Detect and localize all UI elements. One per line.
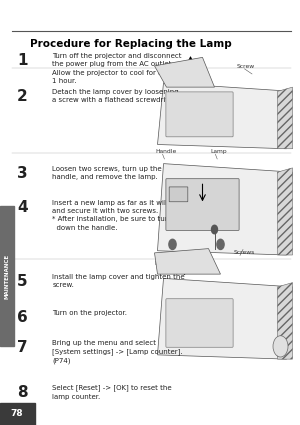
Text: 2: 2 (17, 89, 28, 104)
Text: Lamp: Lamp (210, 149, 226, 154)
Circle shape (169, 239, 176, 249)
Text: Turn on the projector.: Turn on the projector. (52, 310, 128, 316)
Text: Loosen two screws, turn up the
handle, and remove the lamp.: Loosen two screws, turn up the handle, a… (52, 166, 162, 180)
FancyBboxPatch shape (166, 92, 233, 137)
Text: 5: 5 (17, 274, 28, 289)
Polygon shape (278, 87, 292, 149)
Text: Handle: Handle (155, 149, 177, 154)
Text: Screw: Screw (237, 64, 255, 69)
Polygon shape (158, 164, 292, 255)
Text: 78: 78 (11, 409, 23, 419)
Text: 7: 7 (17, 340, 28, 355)
Text: 3: 3 (17, 166, 28, 181)
Text: Install the lamp cover and tighten the
screw.: Install the lamp cover and tighten the s… (52, 274, 185, 289)
Text: Lamp cover: Lamp cover (155, 261, 191, 266)
Circle shape (217, 239, 224, 249)
Polygon shape (158, 83, 292, 149)
Circle shape (273, 336, 288, 357)
Text: Procedure for Replacing the Lamp: Procedure for Replacing the Lamp (30, 39, 232, 49)
Circle shape (212, 225, 218, 234)
Text: Turn off the projector and disconnect
the power plug from the AC outlet.
Allow t: Turn off the projector and disconnect th… (52, 53, 182, 84)
Bar (0, 206, 14, 346)
Text: Screws: Screws (234, 250, 255, 255)
Text: 1: 1 (17, 53, 28, 68)
Polygon shape (158, 278, 292, 359)
Text: Bring up the menu and select
[System settings] -> [Lamp counter].
(P74): Bring up the menu and select [System set… (52, 340, 183, 364)
FancyBboxPatch shape (166, 179, 239, 230)
Text: 6: 6 (17, 310, 28, 325)
Polygon shape (154, 249, 220, 274)
Text: Select [Reset] -> [OK] to reset the
lamp counter.: Select [Reset] -> [OK] to reset the lamp… (52, 385, 172, 399)
Text: Detach the lamp cover by loosening
a screw with a flathead screwdriver.: Detach the lamp cover by loosening a scr… (52, 89, 179, 104)
Polygon shape (154, 57, 214, 87)
Text: Lamp cover: Lamp cover (156, 64, 191, 69)
Text: 8: 8 (17, 385, 28, 399)
Text: 4: 4 (17, 200, 28, 215)
Text: Insert a new lamp as far as it will go
and secure it with two screws.
* After in: Insert a new lamp as far as it will go a… (52, 200, 179, 230)
Polygon shape (278, 168, 292, 255)
Bar (0, 403, 34, 425)
FancyBboxPatch shape (169, 187, 188, 202)
FancyBboxPatch shape (166, 299, 233, 347)
Polygon shape (278, 283, 292, 359)
Text: MAINTENANCE: MAINTENANCE (4, 254, 9, 299)
